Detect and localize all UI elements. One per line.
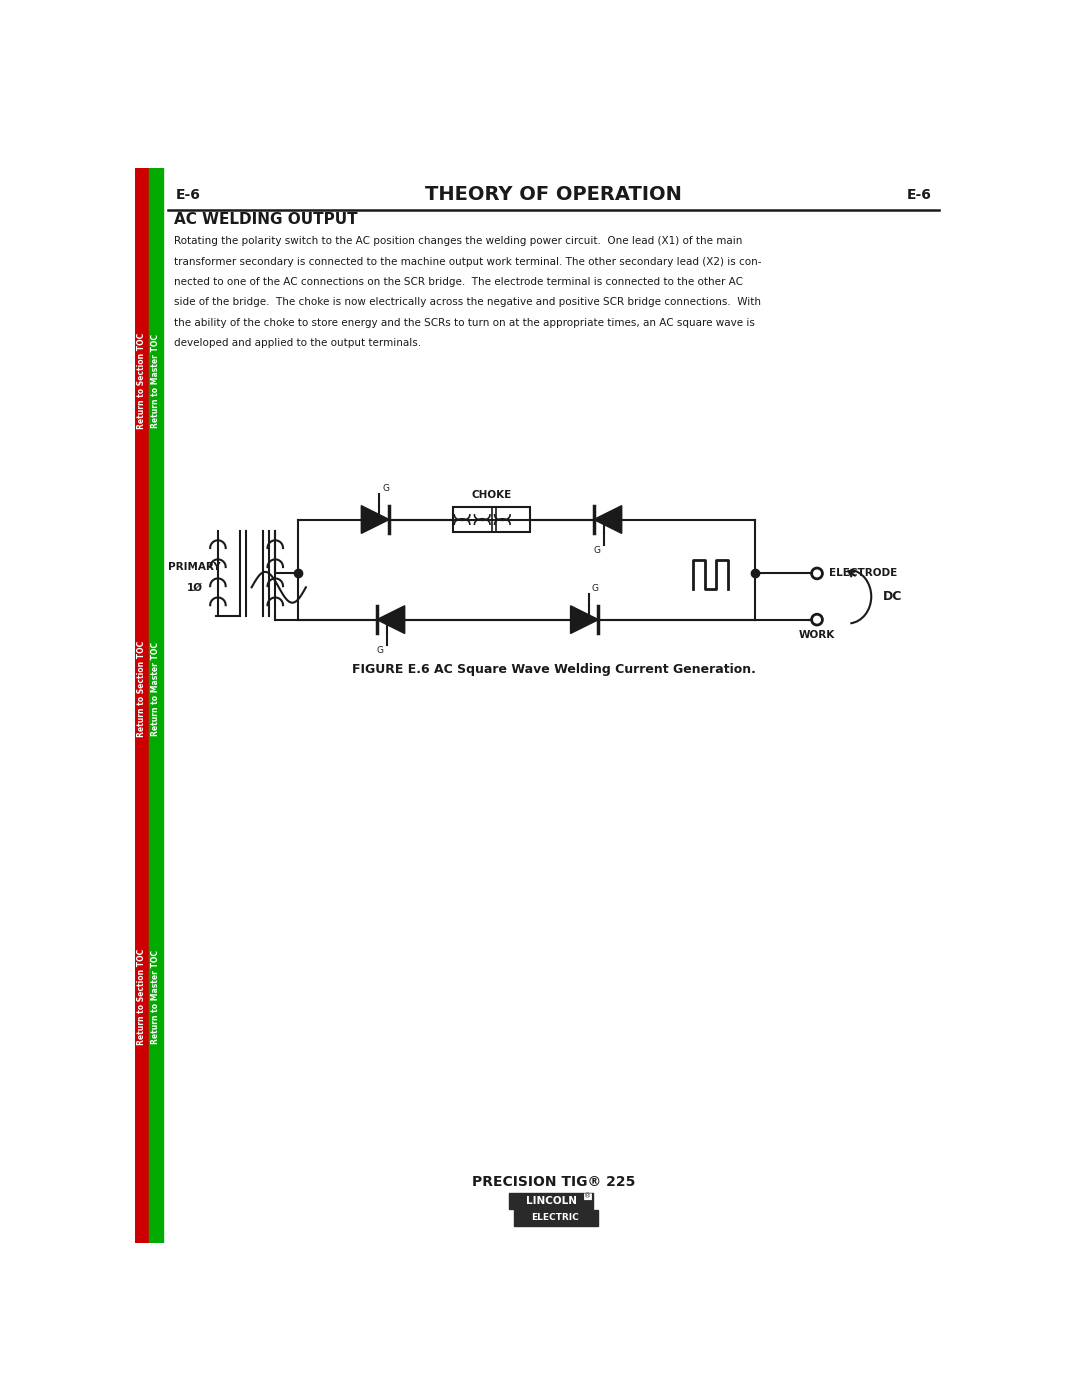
Text: the ability of the choke to store energy and the SCRs to turn on at the appropri: the ability of the choke to store energy… [174, 317, 755, 328]
Text: developed and applied to the output terminals.: developed and applied to the output term… [174, 338, 421, 348]
Text: ELECTRIC: ELECTRIC [531, 1214, 579, 1222]
Text: PRIMARY: PRIMARY [168, 562, 221, 573]
Text: 1Ø: 1Ø [187, 583, 203, 592]
Text: E-6: E-6 [175, 187, 200, 201]
Text: Return to Section TOC: Return to Section TOC [137, 949, 147, 1045]
Text: G: G [382, 485, 390, 493]
Text: PRECISION TIG® 225: PRECISION TIG® 225 [472, 1175, 635, 1189]
Text: G: G [594, 546, 600, 555]
Text: E-6: E-6 [907, 187, 932, 201]
Text: LINCOLN: LINCOLN [526, 1196, 578, 1206]
Text: Return to Master TOC: Return to Master TOC [151, 950, 161, 1044]
Polygon shape [594, 506, 622, 534]
Text: THEORY OF OPERATION: THEORY OF OPERATION [426, 184, 681, 204]
Text: side of the bridge.  The choke is now electrically across the negative and posit: side of the bridge. The choke is now ele… [174, 298, 760, 307]
Text: nected to one of the AC connections on the SCR bridge.  The electrode terminal i: nected to one of the AC connections on t… [174, 277, 743, 286]
Bar [149, 168, 163, 1243]
Polygon shape [362, 506, 389, 534]
Text: G: G [377, 645, 383, 655]
Text: Rotating the polarity switch to the AC position changes the welding power circui: Rotating the polarity switch to the AC p… [174, 236, 742, 246]
Bar [135, 168, 149, 1243]
Bar [514, 1210, 598, 1225]
Text: G: G [592, 584, 598, 594]
Text: Return to Section TOC: Return to Section TOC [137, 332, 147, 429]
Text: transformer secondary is connected to the machine output work terminal. The othe: transformer secondary is connected to th… [174, 257, 761, 267]
Text: AC WELDING OUTPUT: AC WELDING OUTPUT [174, 212, 357, 226]
Text: ELECTRODE: ELECTRODE [828, 569, 896, 578]
Bar [509, 1193, 593, 1210]
Polygon shape [570, 606, 598, 633]
Text: ®: ® [584, 1194, 592, 1200]
Polygon shape [377, 606, 405, 633]
Text: WORK: WORK [799, 630, 835, 640]
Text: FIGURE E.6 AC Square Wave Welding Current Generation.: FIGURE E.6 AC Square Wave Welding Curren… [352, 664, 755, 676]
Bar [453, 507, 530, 532]
Text: Return to Master TOC: Return to Master TOC [151, 643, 161, 736]
Text: Return to Master TOC: Return to Master TOC [151, 334, 161, 427]
Text: CHOKE: CHOKE [471, 489, 512, 500]
Text: Return to Section TOC: Return to Section TOC [137, 641, 147, 738]
Text: DC: DC [882, 590, 902, 604]
